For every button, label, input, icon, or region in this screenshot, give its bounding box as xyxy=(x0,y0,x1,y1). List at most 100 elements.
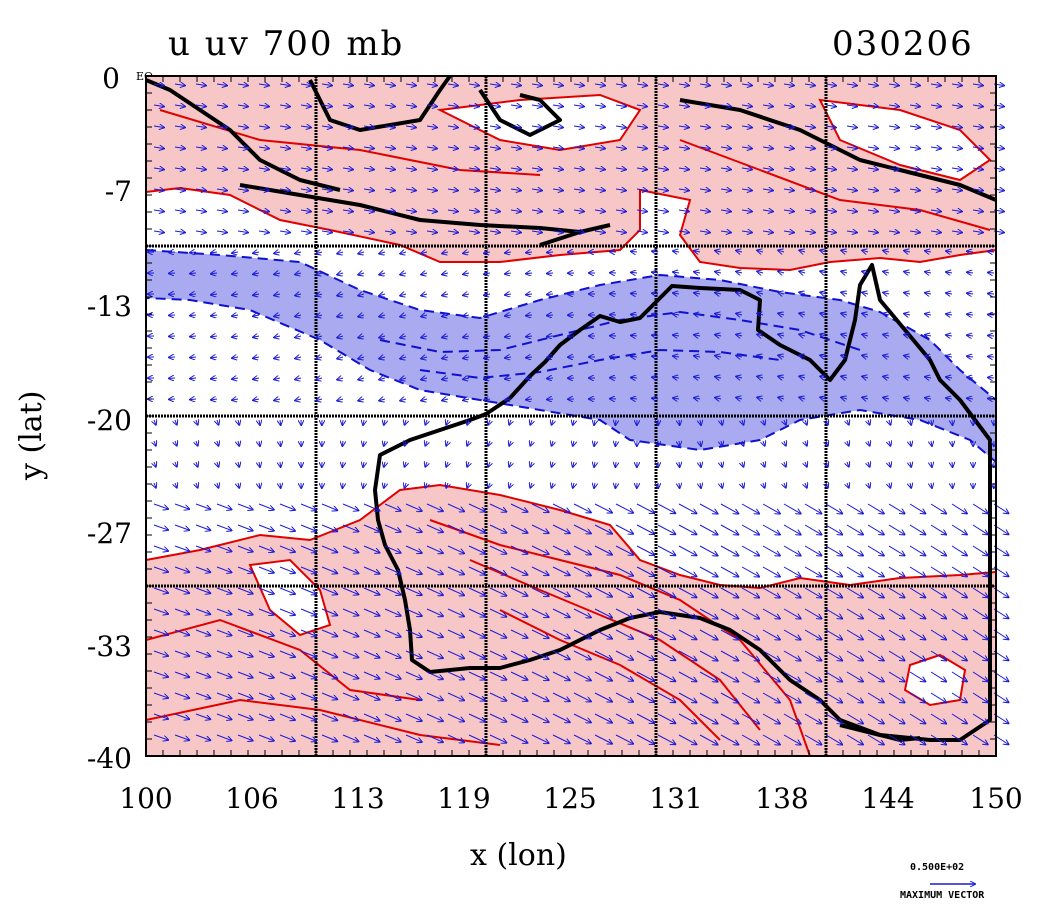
wind-vector xyxy=(972,587,988,597)
wind-vector xyxy=(552,105,563,106)
wind-vector xyxy=(909,189,920,190)
wind-vector xyxy=(426,126,437,127)
wind-vector xyxy=(615,503,633,513)
wind-vector xyxy=(237,587,253,594)
wind-vector xyxy=(741,545,759,556)
wind-vector xyxy=(951,524,967,534)
wind-vector xyxy=(489,168,500,169)
wind-vector xyxy=(951,503,967,513)
wind-vector xyxy=(652,272,659,273)
wind-vector xyxy=(930,524,946,534)
wind-vector xyxy=(846,587,863,598)
wind-vector xyxy=(216,629,231,635)
wind-vector xyxy=(274,336,281,337)
wind-vector xyxy=(384,210,395,211)
wind-vector xyxy=(258,189,269,190)
wind-vector xyxy=(762,105,773,106)
wind-vector xyxy=(904,377,911,378)
wind-vector xyxy=(342,462,343,467)
wind-vector xyxy=(862,397,869,399)
wind-vector xyxy=(846,231,857,232)
wind-vector xyxy=(321,587,337,594)
wind-vector xyxy=(615,545,633,555)
wind-vector xyxy=(678,210,689,211)
wind-vector xyxy=(552,608,570,617)
wind-vector xyxy=(804,587,821,598)
wind-vector xyxy=(509,441,511,446)
wind-vector xyxy=(196,462,198,467)
wind-vector xyxy=(337,357,344,359)
wind-vector xyxy=(384,420,385,425)
wind-vector xyxy=(300,210,311,211)
wind-vector xyxy=(337,399,344,401)
wind-vector xyxy=(421,357,428,359)
wind-vector xyxy=(174,126,185,127)
wind-vector xyxy=(799,397,806,399)
wind-vector xyxy=(778,355,785,357)
wind-vector xyxy=(657,587,675,597)
wind-vector xyxy=(488,462,490,467)
wind-vector xyxy=(799,271,806,273)
wind-vector xyxy=(615,629,633,639)
wind-vector xyxy=(426,189,437,190)
wind-vector xyxy=(888,566,905,577)
wind-vector xyxy=(736,250,743,252)
wind-vector xyxy=(489,608,506,617)
wind-vector xyxy=(825,503,842,514)
wind-vector xyxy=(258,168,269,169)
wind-vector xyxy=(154,462,156,467)
wind-vector xyxy=(153,126,164,127)
wind-vector xyxy=(888,105,899,106)
wind-vector xyxy=(573,441,574,446)
wind-vector xyxy=(799,355,806,357)
wind-vector xyxy=(258,545,274,552)
wind-vector xyxy=(573,587,591,596)
ytick-label: 0 xyxy=(102,62,120,95)
wind-vector xyxy=(337,378,344,380)
wind-vector xyxy=(426,105,437,106)
wind-vector xyxy=(904,251,911,252)
wind-vector xyxy=(804,545,821,556)
wind-vector xyxy=(699,126,710,127)
ytick-label: -27 xyxy=(86,517,132,550)
wind-vector xyxy=(552,147,563,148)
wind-vector xyxy=(757,397,764,399)
wind-vector xyxy=(488,441,490,446)
wind-vector xyxy=(505,336,512,337)
wind-vector xyxy=(505,273,512,274)
wind-vector xyxy=(505,315,512,316)
wind-vector xyxy=(925,314,932,315)
wind-vector xyxy=(825,147,836,148)
wind-vector xyxy=(174,566,189,572)
wind-vector xyxy=(972,84,983,85)
wind-vector xyxy=(342,503,358,510)
wind-vector xyxy=(967,272,974,273)
wind-vector xyxy=(826,483,828,488)
wind-vector xyxy=(673,314,680,315)
wind-vector xyxy=(573,629,591,638)
wind-vector xyxy=(190,252,197,253)
wind-vector xyxy=(673,398,680,399)
wind-vector xyxy=(652,314,659,315)
wind-vector xyxy=(217,483,218,488)
wind-vector xyxy=(216,105,227,106)
wind-vector xyxy=(657,126,668,127)
wind-vector xyxy=(190,378,197,379)
wind-vector xyxy=(358,399,365,401)
wind-vector xyxy=(652,356,659,357)
wind-vector xyxy=(195,231,206,232)
wind-vector xyxy=(636,126,647,127)
wind-vector xyxy=(594,105,605,106)
wind-vector xyxy=(673,356,680,357)
wind-vector xyxy=(951,587,967,597)
wind-vector xyxy=(358,315,365,317)
wind-vector xyxy=(657,524,675,534)
wind-vector xyxy=(804,189,815,190)
wind-vector xyxy=(237,608,253,615)
wind-vector xyxy=(342,483,343,488)
wind-vector xyxy=(720,587,738,598)
wind-vector xyxy=(967,314,974,315)
wind-vector xyxy=(195,524,210,530)
wind-vector xyxy=(888,231,899,232)
wind-vector xyxy=(337,252,344,254)
